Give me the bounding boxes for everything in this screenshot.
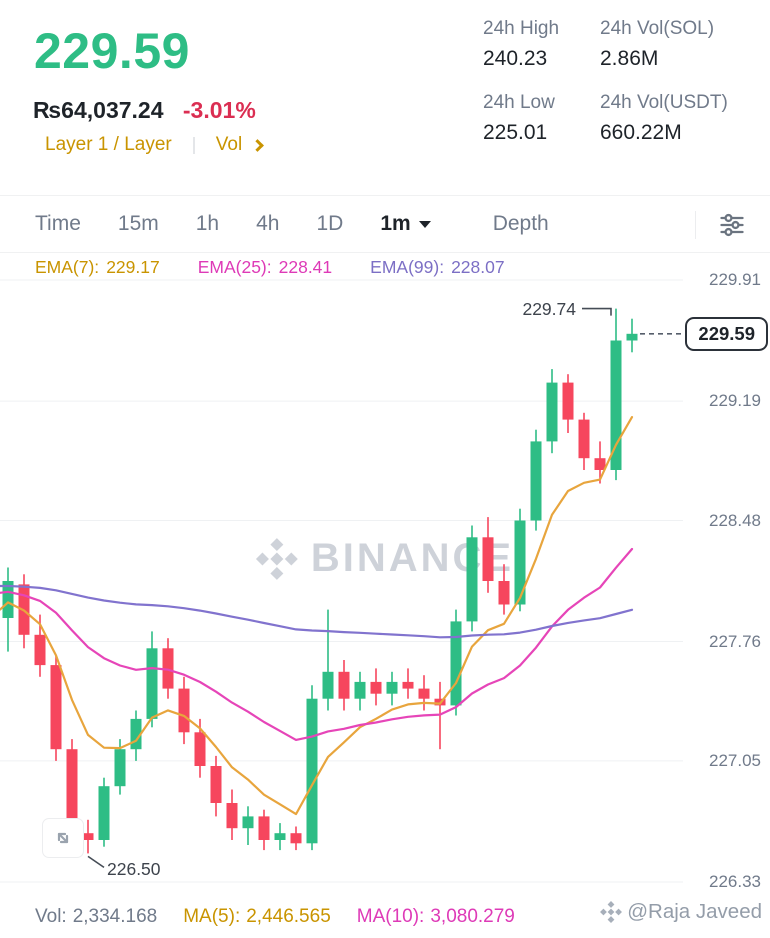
legend-value: 229.17 xyxy=(106,257,160,277)
stat-label: 24h High xyxy=(483,18,560,39)
watermark-text: BINANCE xyxy=(310,536,515,580)
stat-value: 2.86M xyxy=(600,47,659,70)
last-price: 229.59 xyxy=(34,23,190,79)
y-axis-label: 227.05 xyxy=(709,750,761,770)
tab-15m[interactable]: 15m xyxy=(117,212,159,235)
legend-label: EMA(99): xyxy=(370,257,445,277)
caret-down-icon xyxy=(418,220,431,228)
stat-label: 24h Vol(SOL) xyxy=(600,18,715,39)
vol-value: 2,334.168 xyxy=(72,905,158,927)
market-header: 229.59 ₨64,037.24 -3.01% Layer 1 / Layer… xyxy=(0,0,770,196)
tab-time[interactable]: Time xyxy=(35,212,81,235)
ma5-value: 2,446.565 xyxy=(246,905,331,927)
binance-logo-icon xyxy=(600,901,623,923)
legend-ema99: EMA(99): 228.07 xyxy=(370,257,504,278)
category-tag[interactable]: Layer 1 / Layer xyxy=(45,134,172,155)
current-price-badge: 229.59 xyxy=(685,316,768,351)
ma10-label: MA(10): xyxy=(356,905,425,927)
volume-footer: Vol: 2,334.168 MA(5): 2,446.565 MA(10): … xyxy=(0,895,770,938)
vol-link[interactable]: Vol xyxy=(215,134,243,155)
legend-value: 228.07 xyxy=(451,257,505,277)
legend-ema25: EMA(25): 228.41 xyxy=(198,257,332,278)
volume-readout: Vol: 2,334.168 xyxy=(35,906,157,928)
chart-settings-icon[interactable] xyxy=(718,211,746,239)
toolbar-right xyxy=(695,196,746,253)
stat-24h-low: 24h Low 225.01 xyxy=(483,92,600,145)
ticker-stats: 24h High 240.23 24h Vol(SOL) 2.86M 24h L… xyxy=(483,18,770,145)
y-axis-label: 229.91 xyxy=(709,270,761,289)
reset-zoom-button[interactable] xyxy=(42,818,84,858)
indicator-legend: EMA(7): 229.17 EMA(25): 228.41 EMA(99): … xyxy=(35,257,505,278)
change-percent: -3.01% xyxy=(182,97,256,123)
expand-arrows-icon xyxy=(57,832,69,844)
stat-label: 24h Vol(USDT) xyxy=(600,92,728,113)
toolbar-divider xyxy=(695,210,696,239)
legend-label: EMA(25): xyxy=(197,257,272,277)
signature-text: @Raja Javeed xyxy=(627,900,762,923)
tab-1h[interactable]: 1h xyxy=(195,212,220,235)
tab-1m-active[interactable]: 1m xyxy=(380,212,431,236)
ma10-value: 3,080.279 xyxy=(430,905,515,927)
fiat-value: ₨64,037.24 xyxy=(33,97,164,123)
legend-value: 228.41 xyxy=(278,257,333,277)
y-axis-price-scale[interactable]: 229.91 229.19 228.48 227.76 227.05 226.33 xyxy=(686,253,770,895)
vol-label: Vol: xyxy=(35,905,67,927)
stat-value: 240.23 xyxy=(483,47,548,70)
tag-divider xyxy=(192,136,195,154)
chevron-right-icon[interactable] xyxy=(251,138,265,152)
stat-24h-vol-usdt: 24h Vol(USDT) 660.22M xyxy=(600,92,770,145)
ma5-readout: MA(5): 2,446.565 xyxy=(183,906,331,928)
binance-logo-icon xyxy=(255,537,298,580)
price-chart[interactable]: BINANCE EMA(7): 229.17 EMA(25): 228.41 E… xyxy=(0,253,770,895)
y-axis-label: 229.19 xyxy=(709,391,761,411)
legend-ema7: EMA(7): 229.17 xyxy=(35,257,160,278)
high-price-annotation: 229.74 xyxy=(522,298,576,319)
interval-toolbar: Time 15m 1h 4h 1D 1m Depth xyxy=(0,196,770,253)
stat-label: 24h Low xyxy=(483,92,555,113)
binance-watermark: BINANCE xyxy=(255,536,515,581)
low-price-annotation: 226.50 xyxy=(107,859,161,880)
stat-value: 660.22M xyxy=(600,121,682,144)
y-axis-label: 228.48 xyxy=(709,510,761,530)
y-axis-label: 227.76 xyxy=(709,631,761,651)
candlestick-chart-canvas[interactable] xyxy=(0,253,770,895)
ma10-readout: MA(10): 3,080.279 xyxy=(357,906,515,928)
stat-24h-vol-sol: 24h Vol(SOL) 2.86M xyxy=(600,18,770,71)
tab-1d[interactable]: 1D xyxy=(316,212,344,235)
legend-label: EMA(7): xyxy=(35,257,100,277)
ma5-label: MA(5): xyxy=(183,905,241,927)
stat-value: 225.01 xyxy=(483,121,548,144)
category-row: Layer 1 / Layer Vol xyxy=(45,134,265,156)
tab-1m-label: 1m xyxy=(380,212,411,235)
y-axis-label: 226.33 xyxy=(709,872,761,891)
author-watermark: @Raja Javeed xyxy=(600,900,762,924)
tab-depth[interactable]: Depth xyxy=(492,212,549,235)
tab-4h[interactable]: 4h xyxy=(256,212,280,235)
fiat-price-row: ₨64,037.24 -3.01% xyxy=(33,97,256,124)
stat-24h-high: 24h High 240.23 xyxy=(483,18,600,71)
